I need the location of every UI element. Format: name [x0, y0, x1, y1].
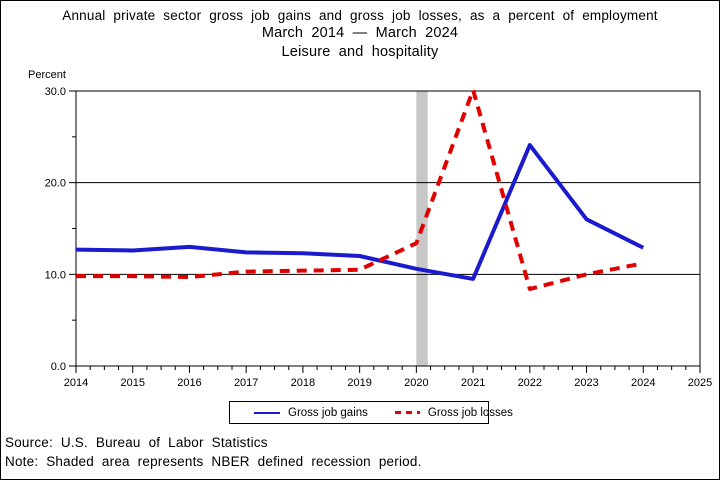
losses-line	[76, 88, 644, 291]
legend-label-losses: Gross job losses	[427, 406, 513, 419]
y-axis-label: 0.0	[51, 361, 66, 373]
x-axis-label: 2015	[120, 377, 144, 389]
x-axis-label: 2016	[177, 377, 201, 389]
y-axis-label: 30.0	[45, 86, 66, 98]
x-axis-label: 2025	[688, 377, 712, 389]
x-axis-label: 2017	[234, 377, 258, 389]
gains-line	[75, 143, 645, 281]
x-axis-label: 2023	[574, 377, 598, 389]
chart-title-line1: Annual private sector gross job gains an…	[62, 8, 658, 23]
x-axis-label: 2022	[518, 377, 542, 389]
y-axis-unit-label: Percent	[28, 69, 66, 81]
losses-line-sample	[394, 411, 420, 414]
x-axis-label: 2024	[631, 377, 655, 389]
gains-line-sample	[254, 411, 280, 414]
y-axis-label: 20.0	[45, 178, 66, 190]
recession-note: Note: Shaded area represents NBER define…	[5, 454, 422, 469]
x-axis-label: 2020	[404, 377, 428, 389]
chart-title-line2: March 2014 — March 2024	[261, 25, 459, 41]
source-note: Source: U.S. Bureau of Labor Statistics	[5, 435, 268, 450]
legend: Gross job gains Gross job losses	[229, 401, 513, 424]
x-axis-label: 2018	[291, 377, 315, 389]
chart-title-line3: Leisure and hospitality	[281, 44, 439, 60]
y-axis-label: 10.0	[45, 269, 66, 281]
x-axis-label: 2019	[347, 377, 371, 389]
x-axis-label: 2021	[461, 377, 485, 389]
x-axis-label: 2014	[64, 377, 88, 389]
legend-label-gains: Gross job gains	[288, 406, 368, 419]
